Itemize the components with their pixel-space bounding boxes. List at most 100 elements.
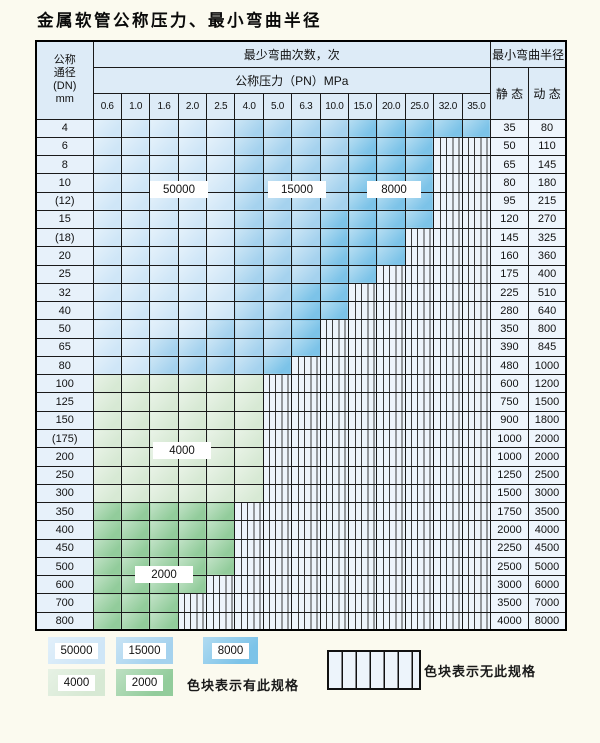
spec-cell — [177, 538, 208, 558]
no-spec-cell — [404, 228, 435, 248]
no-spec-cell — [291, 410, 321, 431]
spec-cell — [177, 520, 208, 540]
table-row: 80 480 1000 — [35, 355, 567, 376]
spec-cell — [120, 191, 151, 211]
spec-cell — [177, 319, 208, 339]
legend-swatch-label: 15000 — [122, 642, 167, 659]
spec-cell — [92, 209, 122, 230]
legend-no-spec-text: 色块表示无此规格 — [424, 664, 537, 679]
spec-cell — [262, 209, 293, 230]
no-spec-cell — [461, 301, 492, 321]
spec-cell — [149, 337, 179, 357]
spec-cell — [348, 118, 378, 138]
spec-cell — [206, 465, 236, 485]
no-spec-cell — [376, 319, 406, 339]
spec-cell — [120, 611, 151, 631]
no-spec-cell — [291, 556, 321, 577]
no-spec-cell — [348, 337, 378, 357]
static-radius-cell: 1750 — [490, 502, 529, 522]
no-spec-cell — [404, 520, 435, 540]
spec-cell — [234, 410, 264, 431]
no-spec-cell — [348, 319, 378, 339]
dynamic-radius-cell: 1000 — [527, 355, 567, 376]
no-spec-cell — [234, 611, 264, 631]
spec-cell — [120, 246, 151, 266]
legend-swatch-15000: 15000 — [116, 637, 173, 664]
spec-cell — [92, 136, 122, 157]
no-spec-cell — [433, 136, 463, 157]
table-row: 6 50 110 — [35, 136, 567, 157]
static-radius-cell: 35 — [490, 118, 529, 138]
dn-cell: 250 — [35, 465, 94, 485]
pressure-col-0.6: 0.6 — [92, 92, 122, 120]
no-spec-cell — [461, 410, 492, 431]
no-spec-cell — [348, 301, 378, 321]
dn-cell: 400 — [35, 520, 94, 540]
no-spec-cell — [433, 209, 463, 230]
spec-cell — [177, 264, 208, 284]
spec-table: 公称 通径 (DN) mm 最少弯曲次数，次 最小弯曲半径 公称压力（PN）MP… — [35, 40, 568, 632]
no-spec-cell — [376, 556, 406, 577]
table-row: 200 1000 2000 — [35, 447, 567, 467]
no-spec-cell — [262, 556, 293, 577]
dynamic-radius-cell: 6000 — [527, 575, 567, 595]
static-radius-cell: 160 — [490, 246, 529, 266]
no-spec-cell — [433, 502, 463, 522]
pressure-header: 公称压力（PN）MPa — [92, 66, 492, 94]
static-radius-cell: 95 — [490, 191, 529, 211]
spec-cell — [120, 465, 151, 485]
no-spec-cell — [404, 246, 435, 266]
table-row: 600 3000 6000 — [35, 575, 567, 595]
spec-cell — [92, 429, 122, 449]
legend-swatch-2000: 2000 — [116, 669, 173, 696]
dynamic-radius-cell: 800 — [527, 319, 567, 339]
no-spec-cell — [376, 447, 406, 467]
dynamic-radius-cell: 325 — [527, 228, 567, 248]
legend-swatch-label: 8000 — [211, 642, 250, 659]
no-spec-cell — [348, 447, 378, 467]
no-spec-cell — [433, 319, 463, 339]
no-spec-cell — [348, 282, 378, 303]
pressure-col-25.0: 25.0 — [404, 92, 435, 120]
dn-cell: (12) — [35, 191, 94, 211]
no-spec-cell — [404, 282, 435, 303]
cycle-count-label: 8000 — [367, 181, 421, 198]
dynamic-radius-cell: 2000 — [527, 447, 567, 467]
static-radius-cell: 4000 — [490, 611, 529, 631]
static-radius-cell: 750 — [490, 392, 529, 412]
no-spec-cell — [262, 502, 293, 522]
spec-cell — [262, 118, 293, 138]
no-spec-cell — [291, 593, 321, 613]
no-spec-cell — [433, 429, 463, 449]
dn-cell: 50 — [35, 319, 94, 339]
no-spec-cell — [234, 556, 264, 577]
no-spec-cell — [348, 520, 378, 540]
static-radius-cell: 175 — [490, 264, 529, 284]
spec-cell — [92, 520, 122, 540]
dn-cell: 8 — [35, 155, 94, 175]
spec-cell — [149, 155, 179, 175]
dn-cell: 40 — [35, 301, 94, 321]
no-spec-cell — [206, 611, 236, 631]
cycle-count-label: 15000 — [268, 181, 326, 198]
no-spec-cell — [404, 556, 435, 577]
spec-cell — [206, 429, 236, 449]
no-spec-cell — [291, 355, 321, 376]
spec-cell — [149, 611, 179, 631]
no-spec-cell — [291, 611, 321, 631]
no-spec-cell — [348, 611, 378, 631]
no-spec-cell — [433, 575, 463, 595]
no-spec-cell — [262, 465, 293, 485]
spec-cell — [177, 483, 208, 504]
spec-cell — [234, 136, 264, 157]
no-spec-cell — [376, 502, 406, 522]
table-row: 700 3500 7000 — [35, 593, 567, 613]
spec-cell — [177, 228, 208, 248]
no-spec-cell — [348, 483, 378, 504]
spec-cell — [92, 191, 122, 211]
no-spec-cell — [433, 556, 463, 577]
spec-cell — [149, 228, 179, 248]
spec-cell — [149, 209, 179, 230]
legend-has-spec-text: 色块表示有此规格 — [187, 678, 300, 693]
no-spec-cell — [234, 593, 264, 613]
